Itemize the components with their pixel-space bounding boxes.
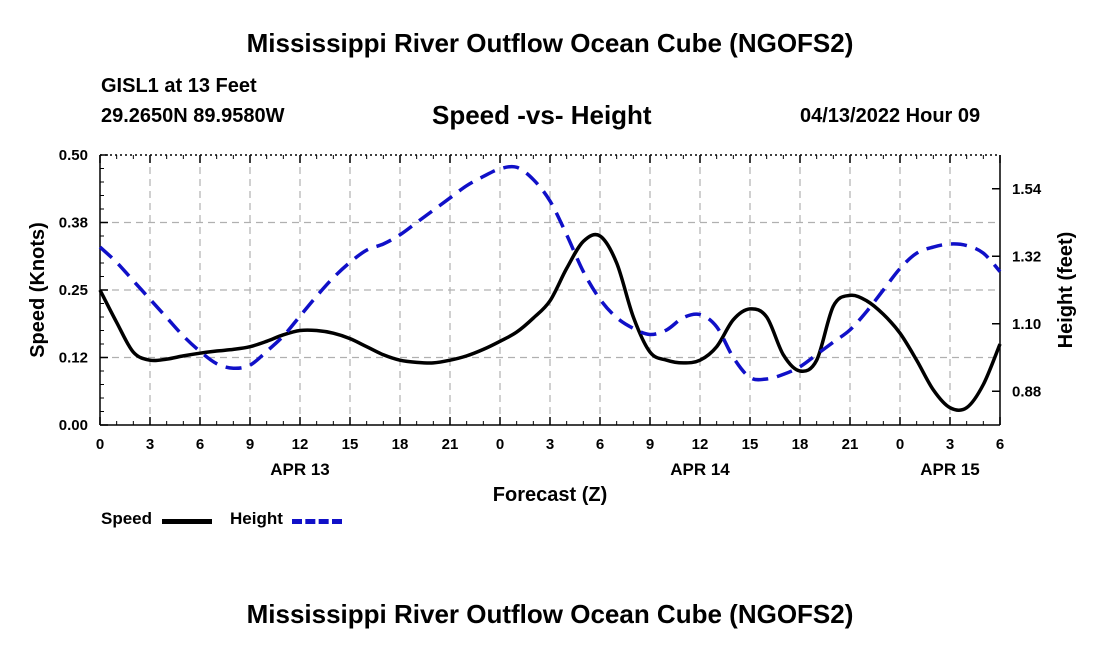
x-tick-label: 0 [896,436,904,453]
x-tick-label: 21 [442,436,459,453]
x-tick-label: 9 [246,436,254,453]
x-tick-label: 0 [496,436,504,453]
legend-height-line [292,519,342,524]
legend-height-label: Height [230,509,283,528]
legend-speed-line [162,519,212,524]
footer-title: Mississippi River Outflow Ocean Cube (NG… [246,599,854,629]
y-right-axis-title: Height (feet) [1055,232,1077,349]
series-line-height [98,164,1002,382]
x-tick-label: 3 [146,436,154,453]
y-right-tick-label: 1.32 [1012,248,1041,265]
x-tick-label: 3 [946,436,954,453]
y-right-tick-label: 1.54 [1012,181,1042,198]
legend-speed-label: Speed [101,509,153,528]
x-date-label: APR 14 [670,460,730,479]
x-tick-label: 12 [292,436,309,453]
station-name: GISL1 at 13 Feet [101,75,257,97]
x-date-label: APR 13 [270,460,330,479]
y-left-tick-label: 0.38 [59,215,88,232]
x-tick-label: 12 [692,436,709,453]
station-coords: 29.2650N 89.9580W [101,105,285,127]
x-tick-label: 6 [196,436,204,453]
x-axis-title: Forecast (Z) [493,484,607,506]
x-tick-label: 18 [392,436,409,453]
y-left-tick-label: 0.12 [59,350,88,367]
y-left-axis-title: Speed (Knots) [27,222,49,358]
y-right-tick-label: 0.88 [1012,383,1041,400]
x-tick-label: 6 [596,436,604,453]
x-tick-label: 6 [996,436,1004,453]
x-tick-label: 0 [96,436,104,453]
x-tick-label: 9 [646,436,654,453]
x-tick-label: 15 [342,436,359,453]
y-left-tick-label: 0.00 [59,417,88,434]
x-tick-label: 18 [792,436,809,453]
forecast-datetime: 04/13/2022 Hour 09 [800,105,981,127]
x-tick-label: 15 [742,436,759,453]
x-tick-label: 3 [546,436,554,453]
y-right-tick-label: 1.10 [1012,316,1041,333]
y-left-tick-label: 0.25 [59,282,88,299]
x-date-label: APR 15 [920,460,980,479]
chart-title: Mississippi River Outflow Ocean Cube (NG… [246,28,854,58]
y-left-tick-label: 0.50 [59,147,88,164]
x-tick-label: 21 [842,436,859,453]
chart-subtitle: Speed -vs- Height [432,100,652,130]
series-line-speed [98,232,1002,413]
